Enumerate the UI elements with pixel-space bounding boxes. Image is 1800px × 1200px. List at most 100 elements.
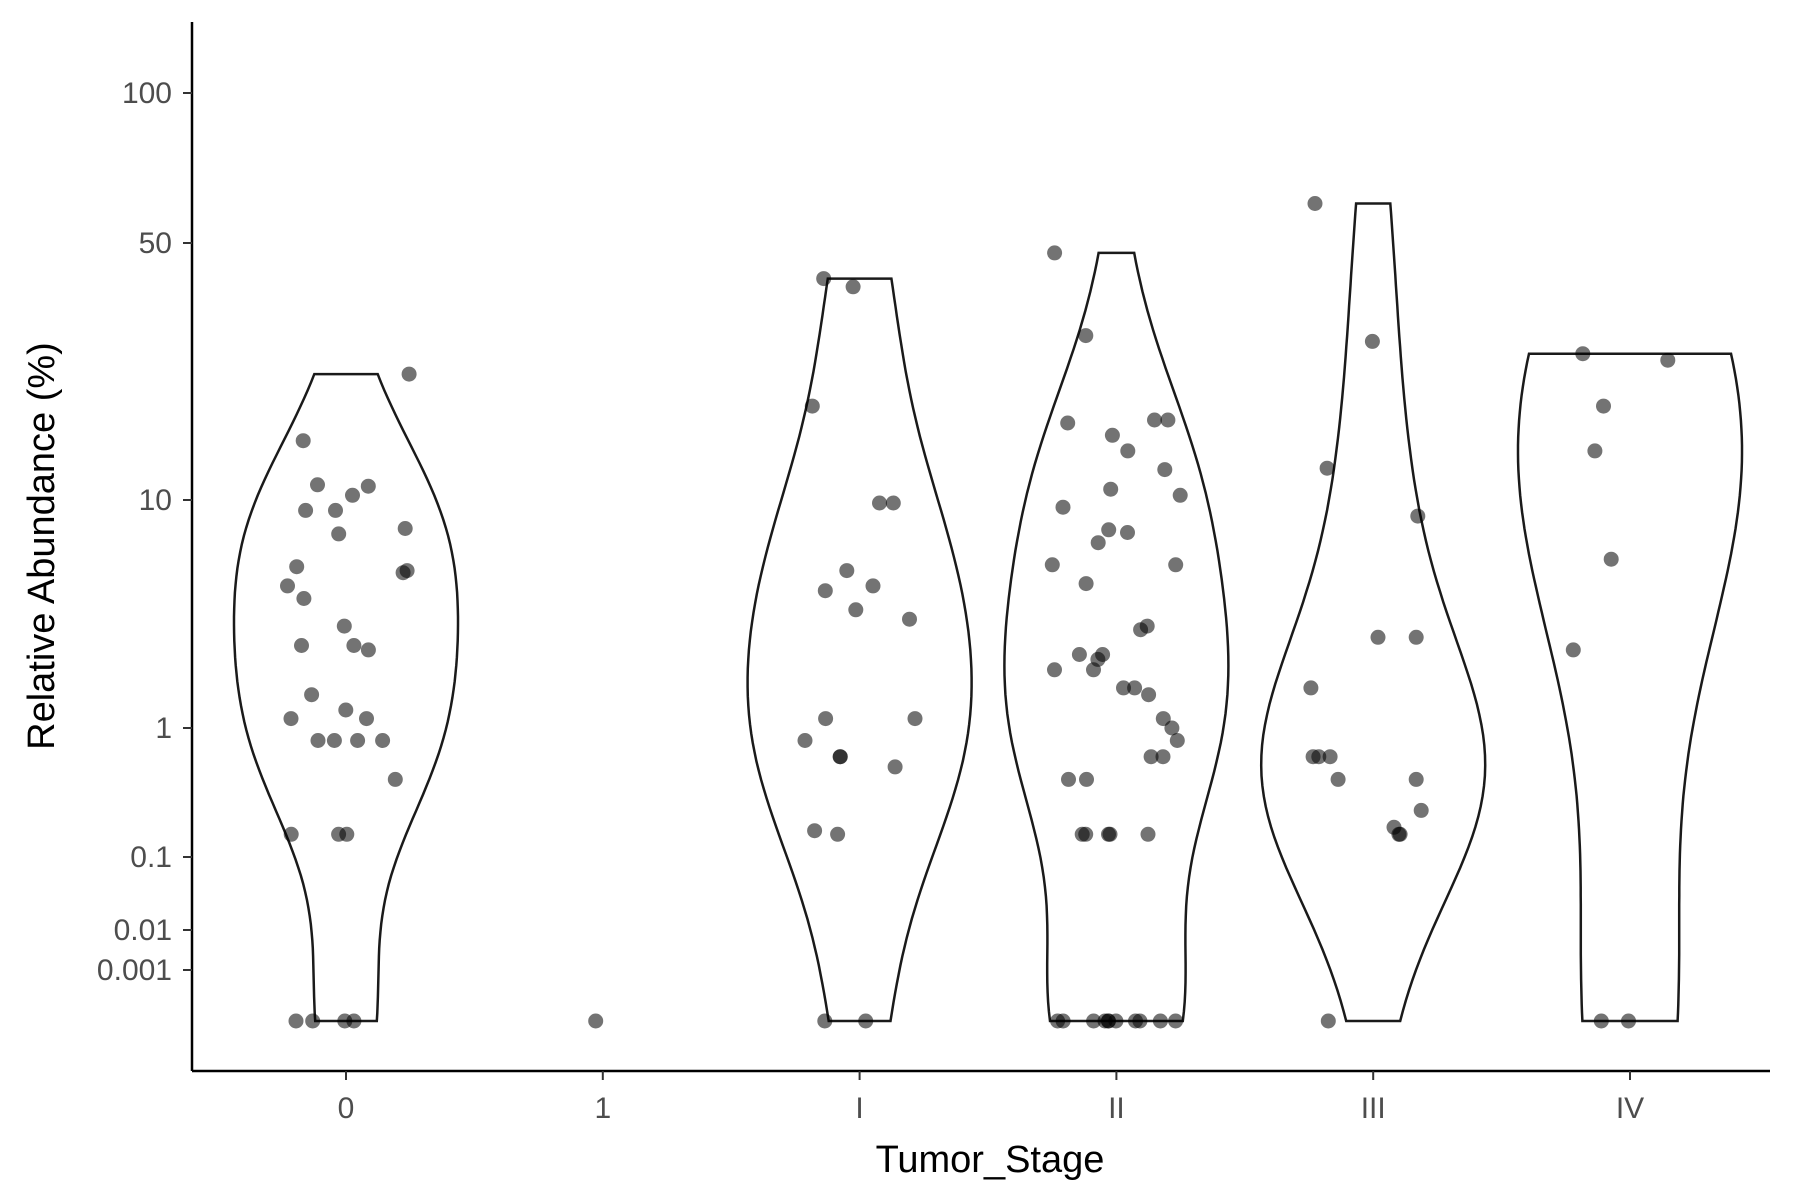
data-point [817, 1013, 833, 1029]
violin-shape [1516, 352, 1744, 1023]
data-point [1044, 557, 1060, 573]
data-point [346, 638, 362, 653]
data-point [1386, 819, 1402, 835]
data-point [305, 1013, 321, 1029]
data-point [1410, 508, 1426, 524]
data-point [298, 502, 314, 518]
data-point [1565, 642, 1581, 658]
data-point [1172, 487, 1188, 503]
data-point [294, 638, 309, 653]
data-point [1078, 576, 1094, 592]
data-point [283, 711, 299, 727]
data-point [1141, 687, 1157, 703]
data-point [1320, 1013, 1336, 1029]
violin-shape [232, 372, 460, 1023]
data-point [832, 749, 848, 765]
data-point [1120, 525, 1135, 540]
data-point [1603, 551, 1619, 567]
data-point [328, 502, 343, 518]
y-tick-label: 1 [155, 712, 172, 745]
data-point [797, 733, 813, 748]
data-point [346, 1013, 362, 1029]
data-point [1128, 1013, 1143, 1029]
data-point [1155, 749, 1171, 765]
y-tick-label: 50 [139, 227, 172, 260]
data-point [858, 1013, 874, 1029]
data-point [336, 618, 352, 634]
data-point [1100, 1013, 1116, 1029]
data-point [885, 495, 901, 511]
x-tick-label: I [855, 1092, 863, 1125]
data-point [1103, 481, 1119, 497]
data-point [1319, 460, 1335, 476]
data-point [865, 578, 881, 594]
data-point [310, 477, 325, 493]
data-point [375, 733, 391, 748]
data-point [872, 495, 887, 511]
data-point [283, 826, 299, 842]
x-tick-label: 0 [338, 1092, 355, 1125]
y-tick-label: 0.001 [97, 954, 172, 987]
x-axis-ticks: 0 1 I II III IV [338, 1071, 1644, 1125]
data-point [1143, 749, 1159, 765]
data-point [1593, 1013, 1609, 1029]
data-point [1413, 802, 1429, 818]
data-point [360, 642, 376, 658]
data-point [289, 559, 305, 575]
data-point [1078, 328, 1094, 344]
data-point [1060, 415, 1076, 431]
data-point [845, 279, 861, 295]
y-tick-label: 100 [122, 77, 172, 110]
x-tick-label: III [1361, 1092, 1386, 1125]
y-tick-label: 10 [139, 484, 172, 517]
data-point [804, 398, 820, 414]
violin-shape [746, 277, 973, 1023]
data-point [1660, 352, 1676, 368]
data-point [1140, 826, 1156, 842]
data-point [816, 271, 832, 287]
data-point [397, 521, 413, 536]
data-point [1169, 733, 1185, 748]
data-point [818, 711, 834, 727]
data-point [588, 1013, 604, 1029]
data-point [295, 433, 311, 449]
y-tick-label: 0.01 [114, 914, 172, 947]
data-point [338, 702, 354, 718]
data-point [1116, 680, 1131, 696]
data-point [1155, 711, 1171, 727]
data-point [1047, 245, 1063, 261]
data-point [1307, 196, 1323, 211]
data-point [1575, 346, 1591, 362]
data-point [839, 563, 855, 579]
data-point [1090, 535, 1106, 551]
data-point [304, 687, 320, 703]
data-point [345, 487, 360, 503]
violins-layer [232, 202, 1744, 1023]
data-point [1408, 771, 1424, 787]
data-point [1370, 629, 1386, 645]
data-point [1152, 1013, 1168, 1029]
data-point [1101, 826, 1116, 842]
data-point [359, 711, 374, 727]
data-point [399, 563, 415, 579]
data-point [1127, 680, 1143, 696]
data-point [1322, 749, 1338, 765]
data-point [1139, 618, 1155, 634]
x-tick-label: IV [1616, 1092, 1644, 1125]
data-point [1168, 557, 1184, 573]
data-point [1047, 662, 1062, 678]
data-point [288, 1013, 304, 1029]
data-point [1074, 826, 1090, 842]
y-axis-ticks: 100 50 10 1 0.1 0.01 0.001 [97, 77, 192, 987]
data-point [1095, 647, 1111, 662]
data-point [1071, 647, 1087, 662]
y-tick-label: 0.1 [130, 841, 172, 874]
x-tick-label: II [1108, 1092, 1125, 1125]
x-axis-title: Tumor_Stage [876, 1139, 1105, 1181]
data-point [1101, 522, 1117, 538]
data-point [331, 526, 347, 542]
data-point [310, 733, 326, 748]
data-point [848, 602, 864, 618]
data-point [1168, 1013, 1184, 1029]
data-point [1330, 771, 1346, 787]
